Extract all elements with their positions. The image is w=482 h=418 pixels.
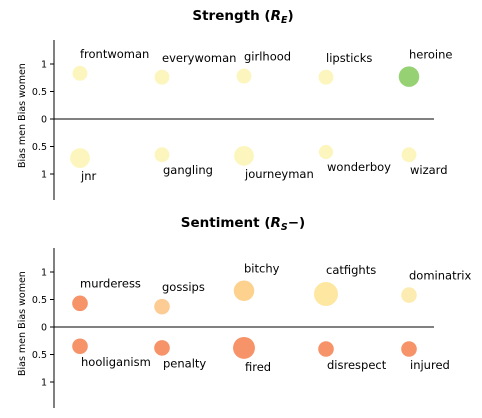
data-point-gossips — [154, 298, 170, 315]
y-axis-label-women: Bias women — [17, 271, 28, 329]
y-tick-label: 0.5 — [32, 142, 47, 153]
data-point-injured — [401, 341, 417, 357]
y-tick-label: 0 — [41, 115, 47, 126]
word-label-fired: fired — [245, 360, 271, 374]
data-point-frontwoman — [72, 65, 88, 81]
word-label-hooliganism: hooliganism — [81, 355, 151, 369]
data-point-everywoman — [154, 69, 170, 85]
word-label-murderess: murderess — [80, 277, 141, 291]
data-point-dominatrix — [401, 287, 417, 303]
data-point-murderess — [72, 295, 88, 312]
y-tick-label: 0 — [41, 323, 47, 334]
y-axis-label-women: Bias women — [17, 63, 28, 121]
data-point-lipsticks — [318, 69, 334, 85]
chart-title: Sentiment (RS−) — [181, 215, 305, 233]
word-label-girlhood: girlhood — [244, 50, 291, 64]
data-point-gangling — [154, 147, 170, 163]
data-point-wonderboy — [318, 144, 334, 160]
data-point-bitchy — [233, 280, 255, 301]
word-label-jnr: jnr — [80, 169, 96, 183]
data-point-heroine — [398, 66, 420, 87]
word-label-wonderboy: wonderboy — [327, 160, 391, 174]
y-tick-label: 1 — [41, 170, 47, 181]
word-label-bitchy: bitchy — [244, 261, 280, 275]
word-label-dominatrix: dominatrix — [409, 268, 472, 282]
data-point-penalty — [154, 340, 170, 356]
word-label-heroine: heroine — [409, 47, 452, 61]
y-tick-label: 1 — [41, 268, 47, 279]
data-point-journeyman — [234, 145, 254, 166]
word-label-catfights: catfights — [326, 263, 376, 277]
y-tick-label: 0.5 — [32, 87, 47, 98]
data-point-catfights — [314, 282, 338, 306]
word-label-everywoman: everywoman — [162, 51, 236, 65]
y-tick-label: 0.5 — [32, 295, 47, 306]
word-label-journeyman: journeyman — [244, 167, 314, 181]
y-axis-label-men: Bias men — [17, 332, 28, 376]
data-point-hooliganism — [72, 338, 88, 355]
data-point-disrespect — [318, 341, 334, 357]
data-point-girlhood — [236, 68, 252, 84]
data-point-fired — [233, 336, 255, 359]
data-point-wizard — [401, 147, 417, 163]
y-tick-label: 1 — [41, 60, 47, 71]
word-label-injured: injured — [410, 358, 450, 372]
y-tick-label: 0.5 — [32, 350, 47, 361]
word-label-gossips: gossips — [162, 280, 205, 294]
word-label-frontwoman: frontwoman — [80, 47, 149, 61]
y-tick-label: 1 — [41, 378, 47, 389]
word-label-wizard: wizard — [410, 163, 448, 177]
word-label-lipsticks: lipsticks — [326, 51, 372, 65]
y-axis-label-men: Bias men — [17, 124, 28, 168]
word-label-gangling: gangling — [163, 163, 213, 177]
chart-title: Strength (RE) — [192, 8, 293, 26]
word-label-penalty: penalty — [163, 357, 206, 371]
data-point-jnr — [70, 148, 90, 168]
word-label-disrespect: disrespect — [327, 358, 387, 372]
